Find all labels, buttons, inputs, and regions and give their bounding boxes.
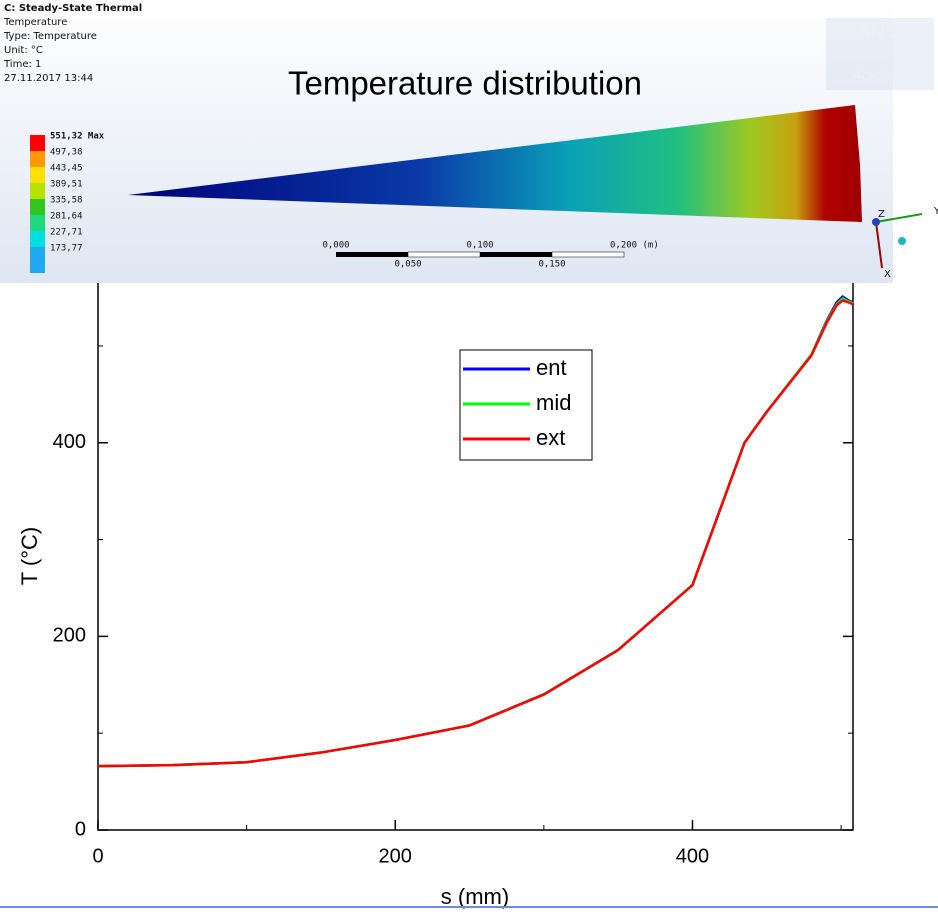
- legend-label: 335,58: [50, 196, 83, 206]
- y-tick-label: 400: [53, 431, 86, 453]
- header: Time: 1: [3, 59, 41, 70]
- legend-label: 173,77: [50, 244, 83, 254]
- scale-seg: [336, 252, 408, 257]
- x-tick-label: 400: [676, 845, 709, 867]
- legend-label: ext: [536, 425, 565, 450]
- plot: 0 200 400 0 200 400 ent mid ext: [53, 273, 853, 867]
- y-tick-label: 0: [75, 818, 86, 840]
- brand-bg: [826, 18, 934, 90]
- swatch: [30, 135, 45, 151]
- scale-seg: [408, 252, 480, 257]
- header: 27.11.2017 13:44: [4, 73, 93, 84]
- swatch: [30, 151, 45, 167]
- axis-label: Y: [933, 206, 938, 217]
- legend-label: 281,64: [50, 212, 83, 222]
- legend-label: 227,71: [50, 228, 83, 238]
- swatch: [30, 183, 45, 199]
- x-tick-label: 0: [92, 845, 103, 867]
- legend-label: 443,45: [50, 164, 83, 174]
- header: C: Steady-State Thermal: [4, 3, 142, 14]
- swatch: [30, 215, 45, 231]
- scale-label: 0,200 (m): [610, 241, 659, 251]
- swatch: [30, 231, 45, 247]
- scale-seg: [480, 252, 552, 257]
- header: Unit: °C: [4, 45, 43, 56]
- swatch: [30, 167, 45, 183]
- scale-label: 0,000: [322, 241, 349, 251]
- legend-label: 497,38: [50, 148, 83, 158]
- iso: [898, 237, 906, 245]
- scale-label: 0,050: [394, 260, 421, 270]
- axis-label: Z: [878, 209, 885, 220]
- header: Temperature: [3, 17, 67, 28]
- x-tick-label: 200: [379, 845, 412, 867]
- legend-label: ent: [536, 355, 567, 380]
- legend-label: mid: [536, 390, 571, 415]
- ansys-title: Temperature distribution: [288, 65, 642, 102]
- swatch: [30, 199, 45, 215]
- x-axis-label: s (mm): [441, 884, 509, 909]
- scale-label: 0,150: [538, 260, 565, 270]
- scale-seg: [552, 252, 624, 257]
- y-axis-label: T (°C): [17, 527, 42, 586]
- swatch: [30, 247, 45, 273]
- legend: ent mid ext: [460, 350, 592, 460]
- legend-label: 389,51: [50, 180, 83, 190]
- legend-label: 551,32 Max: [50, 132, 105, 142]
- scale-label: 0,100: [466, 241, 493, 251]
- header: Type: Temperature: [3, 31, 97, 42]
- axis-label: X: [884, 269, 891, 280]
- y-tick-label: 200: [53, 625, 86, 647]
- page: 0 200 400 0 200 400 ent mid ext C: Steady-State …: [0, 0, 938, 910]
